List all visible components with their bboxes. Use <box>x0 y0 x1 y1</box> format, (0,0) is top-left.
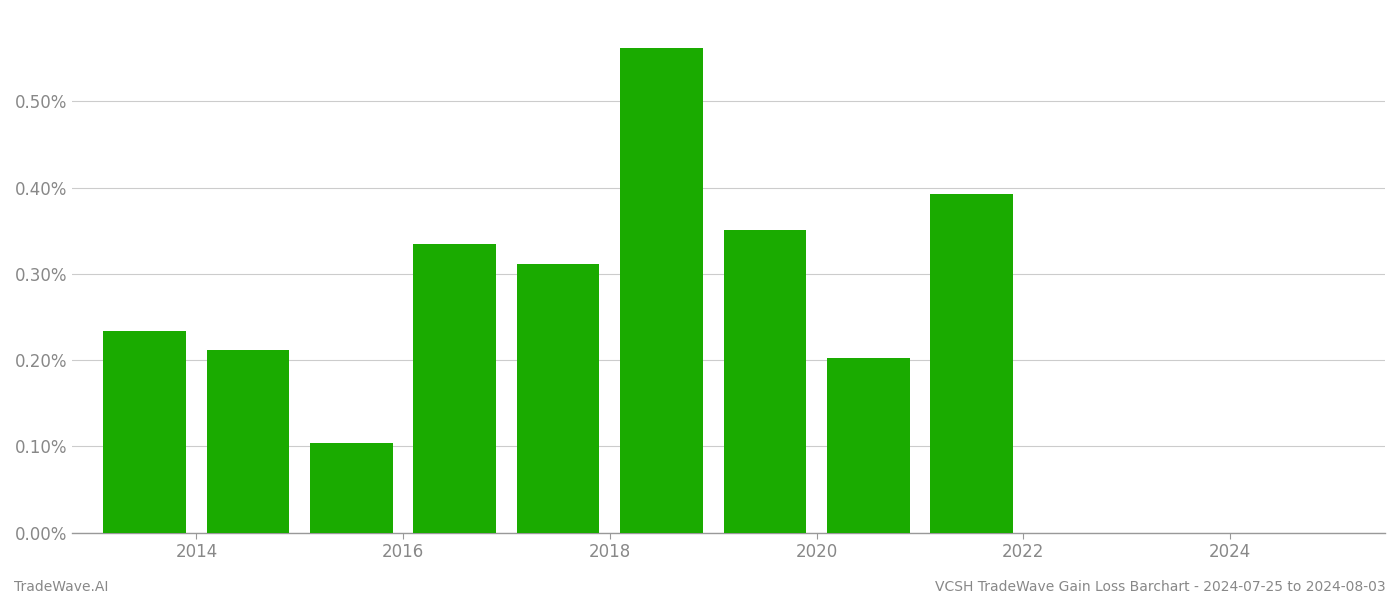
Bar <box>207 350 290 533</box>
Bar <box>517 265 599 533</box>
Bar <box>413 244 496 533</box>
Text: VCSH TradeWave Gain Loss Barchart - 2024-07-25 to 2024-08-03: VCSH TradeWave Gain Loss Barchart - 2024… <box>935 580 1386 594</box>
Bar <box>309 443 393 533</box>
Bar <box>724 230 806 533</box>
Bar <box>827 358 910 533</box>
Bar <box>104 331 186 533</box>
Text: TradeWave.AI: TradeWave.AI <box>14 580 108 594</box>
Bar <box>930 194 1014 533</box>
Bar <box>620 48 703 533</box>
